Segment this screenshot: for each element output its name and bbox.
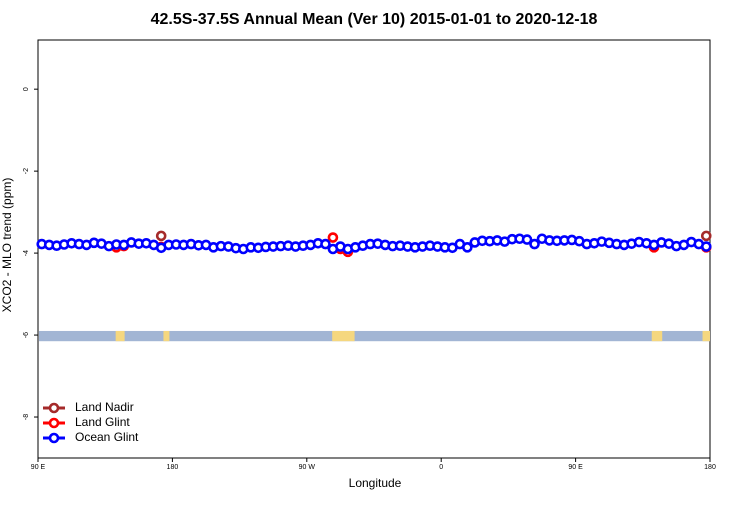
y-tick-label: 0 bbox=[23, 87, 30, 91]
data-point bbox=[700, 230, 712, 242]
data-point bbox=[155, 230, 167, 242]
data-point bbox=[462, 242, 473, 253]
legend-marker bbox=[48, 402, 60, 414]
series bbox=[155, 230, 712, 242]
land-segment bbox=[651, 330, 663, 342]
land-segment bbox=[163, 330, 170, 342]
land-segment bbox=[702, 330, 710, 342]
ocean-band bbox=[39, 330, 709, 342]
legend-label: Land Glint bbox=[75, 415, 130, 429]
data-point bbox=[529, 238, 540, 250]
x-tick-label: 180 bbox=[167, 464, 179, 471]
x-tick-label: 180 bbox=[704, 464, 716, 471]
x-tick-label: 90 E bbox=[568, 464, 583, 471]
legend-marker bbox=[48, 417, 60, 429]
x-tick-label: 90 W bbox=[299, 464, 316, 471]
series bbox=[36, 233, 712, 255]
x-tick-label: 90 E bbox=[31, 464, 46, 471]
data-point bbox=[521, 234, 533, 245]
y-tick-label: -8 bbox=[23, 414, 30, 420]
y-tick-label: -2 bbox=[23, 168, 30, 174]
x-tick-label: 0 bbox=[439, 464, 443, 471]
land-segment bbox=[332, 330, 355, 342]
y-tick-label: -4 bbox=[23, 250, 30, 256]
y-tick-label: -6 bbox=[23, 332, 30, 338]
legend-label: Land Nadir bbox=[75, 400, 134, 414]
legend-marker bbox=[48, 432, 60, 444]
legend-label: Ocean Glint bbox=[75, 430, 139, 444]
data-point bbox=[320, 238, 331, 250]
x-axis-label: Longitude bbox=[349, 476, 402, 490]
data-point bbox=[327, 232, 339, 243]
chart-title: 42.5S-37.5S Annual Mean (Ver 10) 2015-01… bbox=[151, 11, 598, 28]
land-segment bbox=[115, 330, 125, 342]
data-point bbox=[700, 241, 712, 252]
y-axis-label: XCO2 - MLO trend (ppm) bbox=[0, 178, 14, 313]
